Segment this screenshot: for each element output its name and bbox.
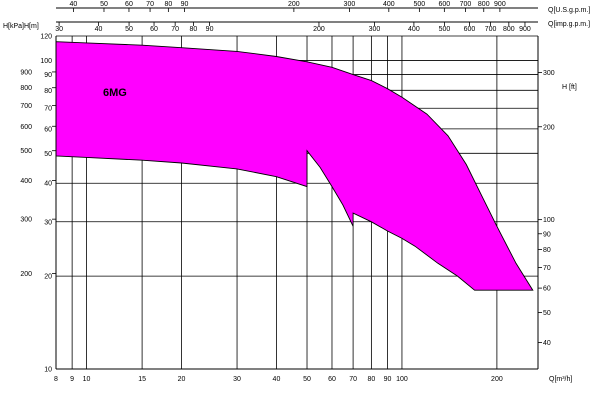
impgpm-tick-label-700: 700 [485, 26, 497, 33]
y-axis-kpa-title: H[kPa] [3, 23, 24, 30]
y-tick-label-10: 10 [44, 367, 52, 374]
usgpm-tick-label-70: 70 [146, 1, 154, 8]
ft-tick-label-90: 90 [543, 231, 551, 238]
impgpm-tick-label-200: 200 [313, 26, 325, 33]
y-axis-left-ticks: 10 20 30 40 50 60 70 80 90 100 120 [40, 34, 52, 374]
kpa-tick-label-200: 200 [20, 271, 32, 278]
usgpm-tick-label-500: 500 [414, 1, 426, 8]
kpa-tick-label-400: 400 [20, 178, 32, 185]
x-axis-top-impgpm-title: Q[imp.g.p.m.] [548, 21, 590, 28]
x-tick-label-30: 30 [233, 376, 241, 383]
x-tick-label-50: 50 [303, 376, 311, 383]
x-tick-label-80: 80 [367, 376, 375, 383]
usgpm-tick-label-200: 200 [288, 1, 300, 8]
ft-tick-label-80: 80 [543, 247, 551, 254]
y-tick-label-40: 40 [44, 181, 52, 188]
usgpm-tick-label-90: 90 [181, 1, 189, 8]
y-tick-label-20: 20 [44, 274, 52, 281]
ft-tick-label-300: 300 [543, 70, 555, 77]
usgpm-tick-label-300: 300 [344, 1, 356, 8]
x-axis-bottom-title: Q[m³/h] [549, 376, 572, 383]
ft-tick-label-100: 100 [543, 217, 555, 224]
impgpm-tick-label-500: 500 [439, 26, 451, 33]
kpa-tick-label-300: 300 [20, 217, 32, 224]
impgpm-tick-label-300: 300 [369, 26, 381, 33]
series-label-6mg: 6MG [103, 87, 127, 99]
y-axis-right-title: H [ft] [562, 84, 577, 91]
kpa-tick-label-500: 500 [20, 148, 32, 155]
x-tick-label-200: 200 [491, 376, 503, 383]
x-tick-label-100: 100 [396, 376, 408, 383]
ft-tick-label-200: 200 [543, 124, 555, 131]
y-tick-label-120: 120 [40, 34, 52, 41]
ft-tick-label-60: 60 [543, 286, 551, 293]
impgpm-tick-label-60: 60 [150, 26, 158, 33]
impgpm-tick-label-90: 90 [206, 26, 214, 33]
impgpm-tick-label-30: 30 [55, 26, 63, 33]
impgpm-tick-label-600: 600 [464, 26, 476, 33]
impgpm-tick-label-80: 80 [190, 26, 198, 33]
x-axis-bottom-ticks: 8 9 10 15 20 30 40 50 60 70 80 90 100 200 [54, 376, 503, 383]
usgpm-tick-label-700: 700 [460, 1, 472, 8]
ft-tick-label-70: 70 [543, 265, 551, 272]
x-tick-label-90: 90 [384, 376, 392, 383]
y-tick-label-70: 70 [44, 106, 52, 113]
y-tick-label-90: 90 [44, 72, 52, 79]
x-axis-top-impgpm-ticks: 30 40 50 60 70 80 90 200 300 400 500 600 700 800 900 [55, 22, 531, 33]
y-tick-label-30: 30 [44, 219, 52, 226]
impgpm-tick-label-70: 70 [171, 26, 179, 33]
kpa-tick-label-600: 600 [20, 124, 32, 131]
impgpm-tick-label-50: 50 [125, 26, 133, 33]
x-tick-label-70: 70 [349, 376, 357, 383]
x-tick-label-9: 9 [70, 376, 74, 383]
y-tick-label-80: 80 [44, 88, 52, 95]
usgpm-tick-label-800: 800 [478, 1, 490, 8]
y-tick-label-50: 50 [44, 151, 52, 158]
x-tick-label-40: 40 [273, 376, 281, 383]
impgpm-tick-label-40: 40 [95, 26, 103, 33]
usgpm-tick-label-60: 60 [125, 1, 133, 8]
x-tick-label-15: 15 [138, 376, 146, 383]
x-axis-top-usgpm-ticks: 40 50 60 70 80 90 200 300 400 500 600 700 800 900 [70, 1, 506, 12]
x-tick-label-60: 60 [328, 376, 336, 383]
x-axis-top-usgpm-title: Q[U.S.g.p.m.] [548, 7, 590, 14]
performance-envelope-area [55, 41, 534, 291]
usgpm-tick-label-600: 600 [439, 1, 451, 8]
impgpm-tick-label-900: 900 [519, 26, 531, 33]
x-tick-label-8: 8 [54, 376, 58, 383]
ft-tick-label-40: 40 [543, 340, 551, 347]
impgpm-tick-label-800: 800 [503, 26, 515, 33]
ft-tick-label-50: 50 [543, 310, 551, 317]
usgpm-tick-label-80: 80 [164, 1, 172, 8]
kpa-tick-label-700: 700 [20, 103, 32, 110]
x-tick-label-20: 20 [178, 376, 186, 383]
plot-frame [55, 7, 539, 370]
kpa-tick-label-900: 900 [20, 69, 32, 76]
kpa-tick-label-800: 800 [20, 85, 32, 92]
usgpm-tick-label-40: 40 [70, 1, 78, 8]
y-tick-label-100: 100 [40, 58, 52, 65]
x-tick-label-10: 10 [83, 376, 91, 383]
usgpm-tick-label-50: 50 [100, 1, 108, 8]
impgpm-tick-label-400: 400 [408, 26, 420, 33]
y-axis-left-title: H[m] [24, 23, 39, 30]
usgpm-tick-label-400: 400 [383, 1, 395, 8]
y-axis-kpa-ticks: 200 300 400 500 600 700 800 900 [20, 69, 56, 278]
usgpm-tick-label-900: 900 [494, 1, 506, 8]
y-axis-right-ticks: 40 50 60 70 80 90 100 200 300 [538, 70, 555, 347]
y-tick-label-60: 60 [44, 126, 52, 133]
